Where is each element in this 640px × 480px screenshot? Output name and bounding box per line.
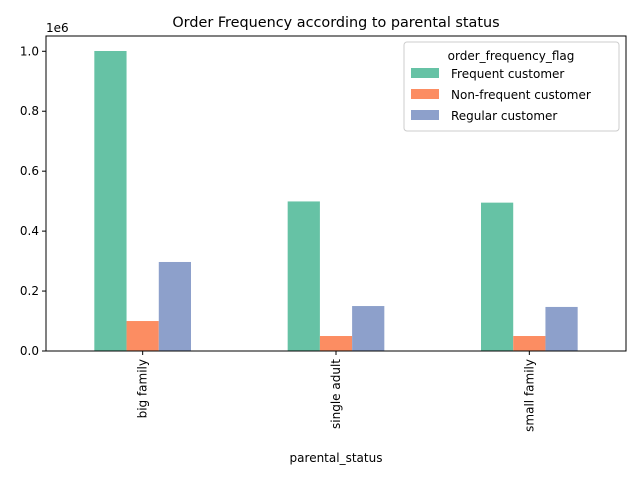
chart-title: Order Frequency according to parental st… [172,15,499,31]
bar [513,336,546,351]
legend: order_frequency_flag Frequent customer No… [403,41,620,132]
legend-swatch [411,89,439,99]
x-tick-label: single adult [329,359,343,429]
x-axis-label: parental_status [290,451,383,465]
bar [126,321,159,351]
legend-label: Non-frequent customer [451,88,591,102]
y-tick-label: 0.2 [20,284,39,298]
y-axis: 0.0 0.2 0.4 0.6 0.8 1.0 [20,44,46,358]
y-tick-label: 1.0 [20,44,39,58]
y-tick-label: 0.0 [20,344,39,358]
y-offset-label: 1e6 [46,21,69,35]
x-tick-label: big family [136,359,150,418]
bar [352,306,385,351]
legend-title: order_frequency_flag [448,49,575,63]
bar [481,202,514,351]
bar [545,306,578,351]
bar [319,336,353,351]
x-tick-label: small family [522,359,536,432]
bar [158,261,191,351]
legend-swatch [411,68,439,78]
y-tick-label: 0.8 [20,104,39,118]
bar [287,201,320,351]
legend-swatch [411,110,439,120]
y-tick-label: 0.6 [20,164,39,178]
legend-label: Frequent customer [451,67,564,81]
legend-label: Regular customer [451,109,557,123]
x-axis: big family single adult small family [136,351,536,432]
y-tick-label: 0.4 [20,224,39,238]
legend-frame [403,41,620,132]
bar [94,50,127,352]
